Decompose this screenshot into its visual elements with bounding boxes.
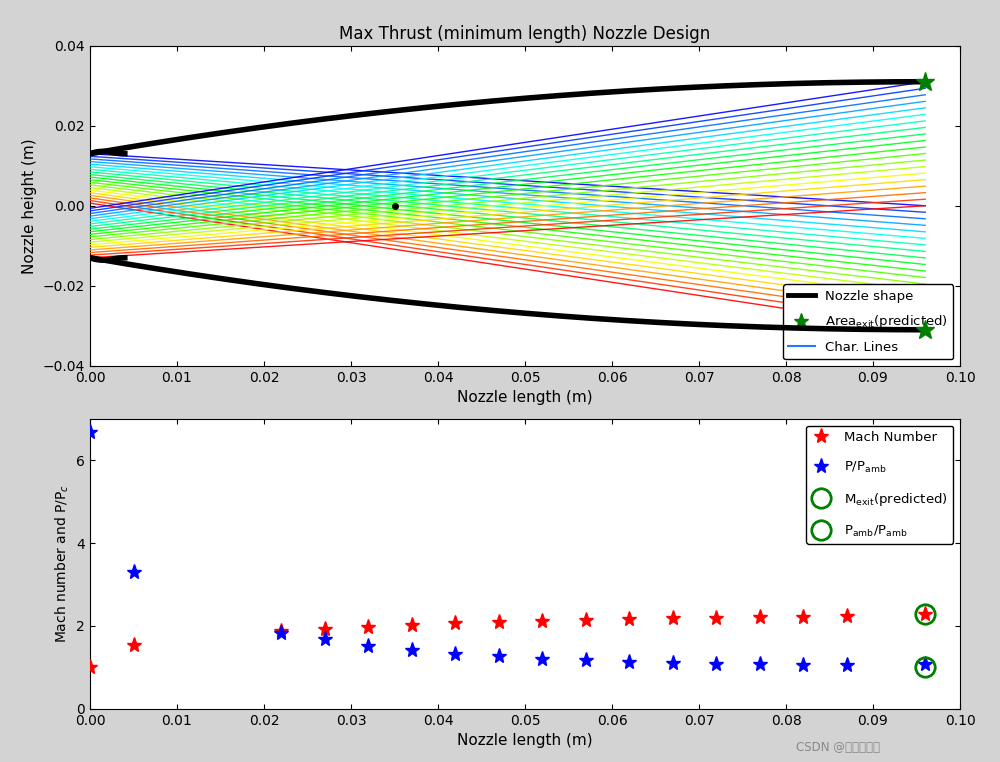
Y-axis label: Mach number and P/P$_c$: Mach number and P/P$_c$ <box>53 485 71 643</box>
P/P$_\mathregular{amb}$ <box>128 568 140 577</box>
Mach Number <box>449 619 461 628</box>
Mach Number <box>667 614 679 623</box>
Title: Max Thrust (minimum length) Nozzle Design: Max Thrust (minimum length) Nozzle Desig… <box>339 25 711 43</box>
P/P$_\mathregular{amb}$ <box>493 652 505 661</box>
Mach Number <box>580 615 592 624</box>
P/P$_\mathregular{amb}$ <box>275 629 287 638</box>
P/P$_\mathregular{amb}$ <box>919 659 931 668</box>
Mach Number <box>754 613 766 622</box>
P/P$_\mathregular{amb}$ <box>84 427 96 436</box>
Line: Mach Number: Mach Number <box>82 606 933 675</box>
P/P$_\mathregular{amb}$ <box>754 660 766 669</box>
Mach Number <box>275 626 287 636</box>
Text: CSDN @顶呆呆程序: CSDN @顶呆呆程序 <box>796 741 880 754</box>
P/P$_\mathregular{amb}$ <box>667 658 679 668</box>
Y-axis label: Nozzle height (m): Nozzle height (m) <box>22 138 37 274</box>
P/P$_\mathregular{amb}$ <box>362 641 374 650</box>
P/P$_\mathregular{amb}$ <box>580 655 592 664</box>
P/P$_\mathregular{amb}$ <box>797 660 809 669</box>
P/P$_\mathregular{amb}$ <box>623 657 635 666</box>
P/P$_\mathregular{amb}$ <box>536 654 548 663</box>
Mach Number <box>919 609 931 618</box>
Mach Number <box>710 613 722 623</box>
P/P$_\mathregular{amb}$ <box>449 649 461 658</box>
Mach Number <box>406 620 418 629</box>
Mach Number <box>623 615 635 624</box>
Legend: Nozzle shape, Area$_\mathregular{exit}$(predicted), Char. Lines: Nozzle shape, Area$_\mathregular{exit}$(… <box>783 284 953 359</box>
Mach Number <box>128 640 140 649</box>
P/P$_\mathregular{amb}$ <box>841 661 853 670</box>
Legend: Mach Number, P/P$_\mathregular{amb}$, M$_\mathregular{exit}$(predicted), P$_\mat: Mach Number, P/P$_\mathregular{amb}$, M$… <box>806 426 953 544</box>
Line: P/P$_\mathregular{amb}$: P/P$_\mathregular{amb}$ <box>82 424 933 673</box>
X-axis label: Nozzle length (m): Nozzle length (m) <box>457 390 593 405</box>
P/P$_\mathregular{amb}$ <box>710 659 722 668</box>
Mach Number <box>319 624 331 633</box>
X-axis label: Nozzle length (m): Nozzle length (m) <box>457 733 593 748</box>
Mach Number <box>84 663 96 672</box>
Mach Number <box>841 612 853 621</box>
Mach Number <box>362 623 374 632</box>
Mach Number <box>797 612 809 621</box>
P/P$_\mathregular{amb}$ <box>319 635 331 644</box>
Mach Number <box>536 616 548 626</box>
P/P$_\mathregular{amb}$ <box>406 645 418 654</box>
Mach Number <box>493 617 505 626</box>
